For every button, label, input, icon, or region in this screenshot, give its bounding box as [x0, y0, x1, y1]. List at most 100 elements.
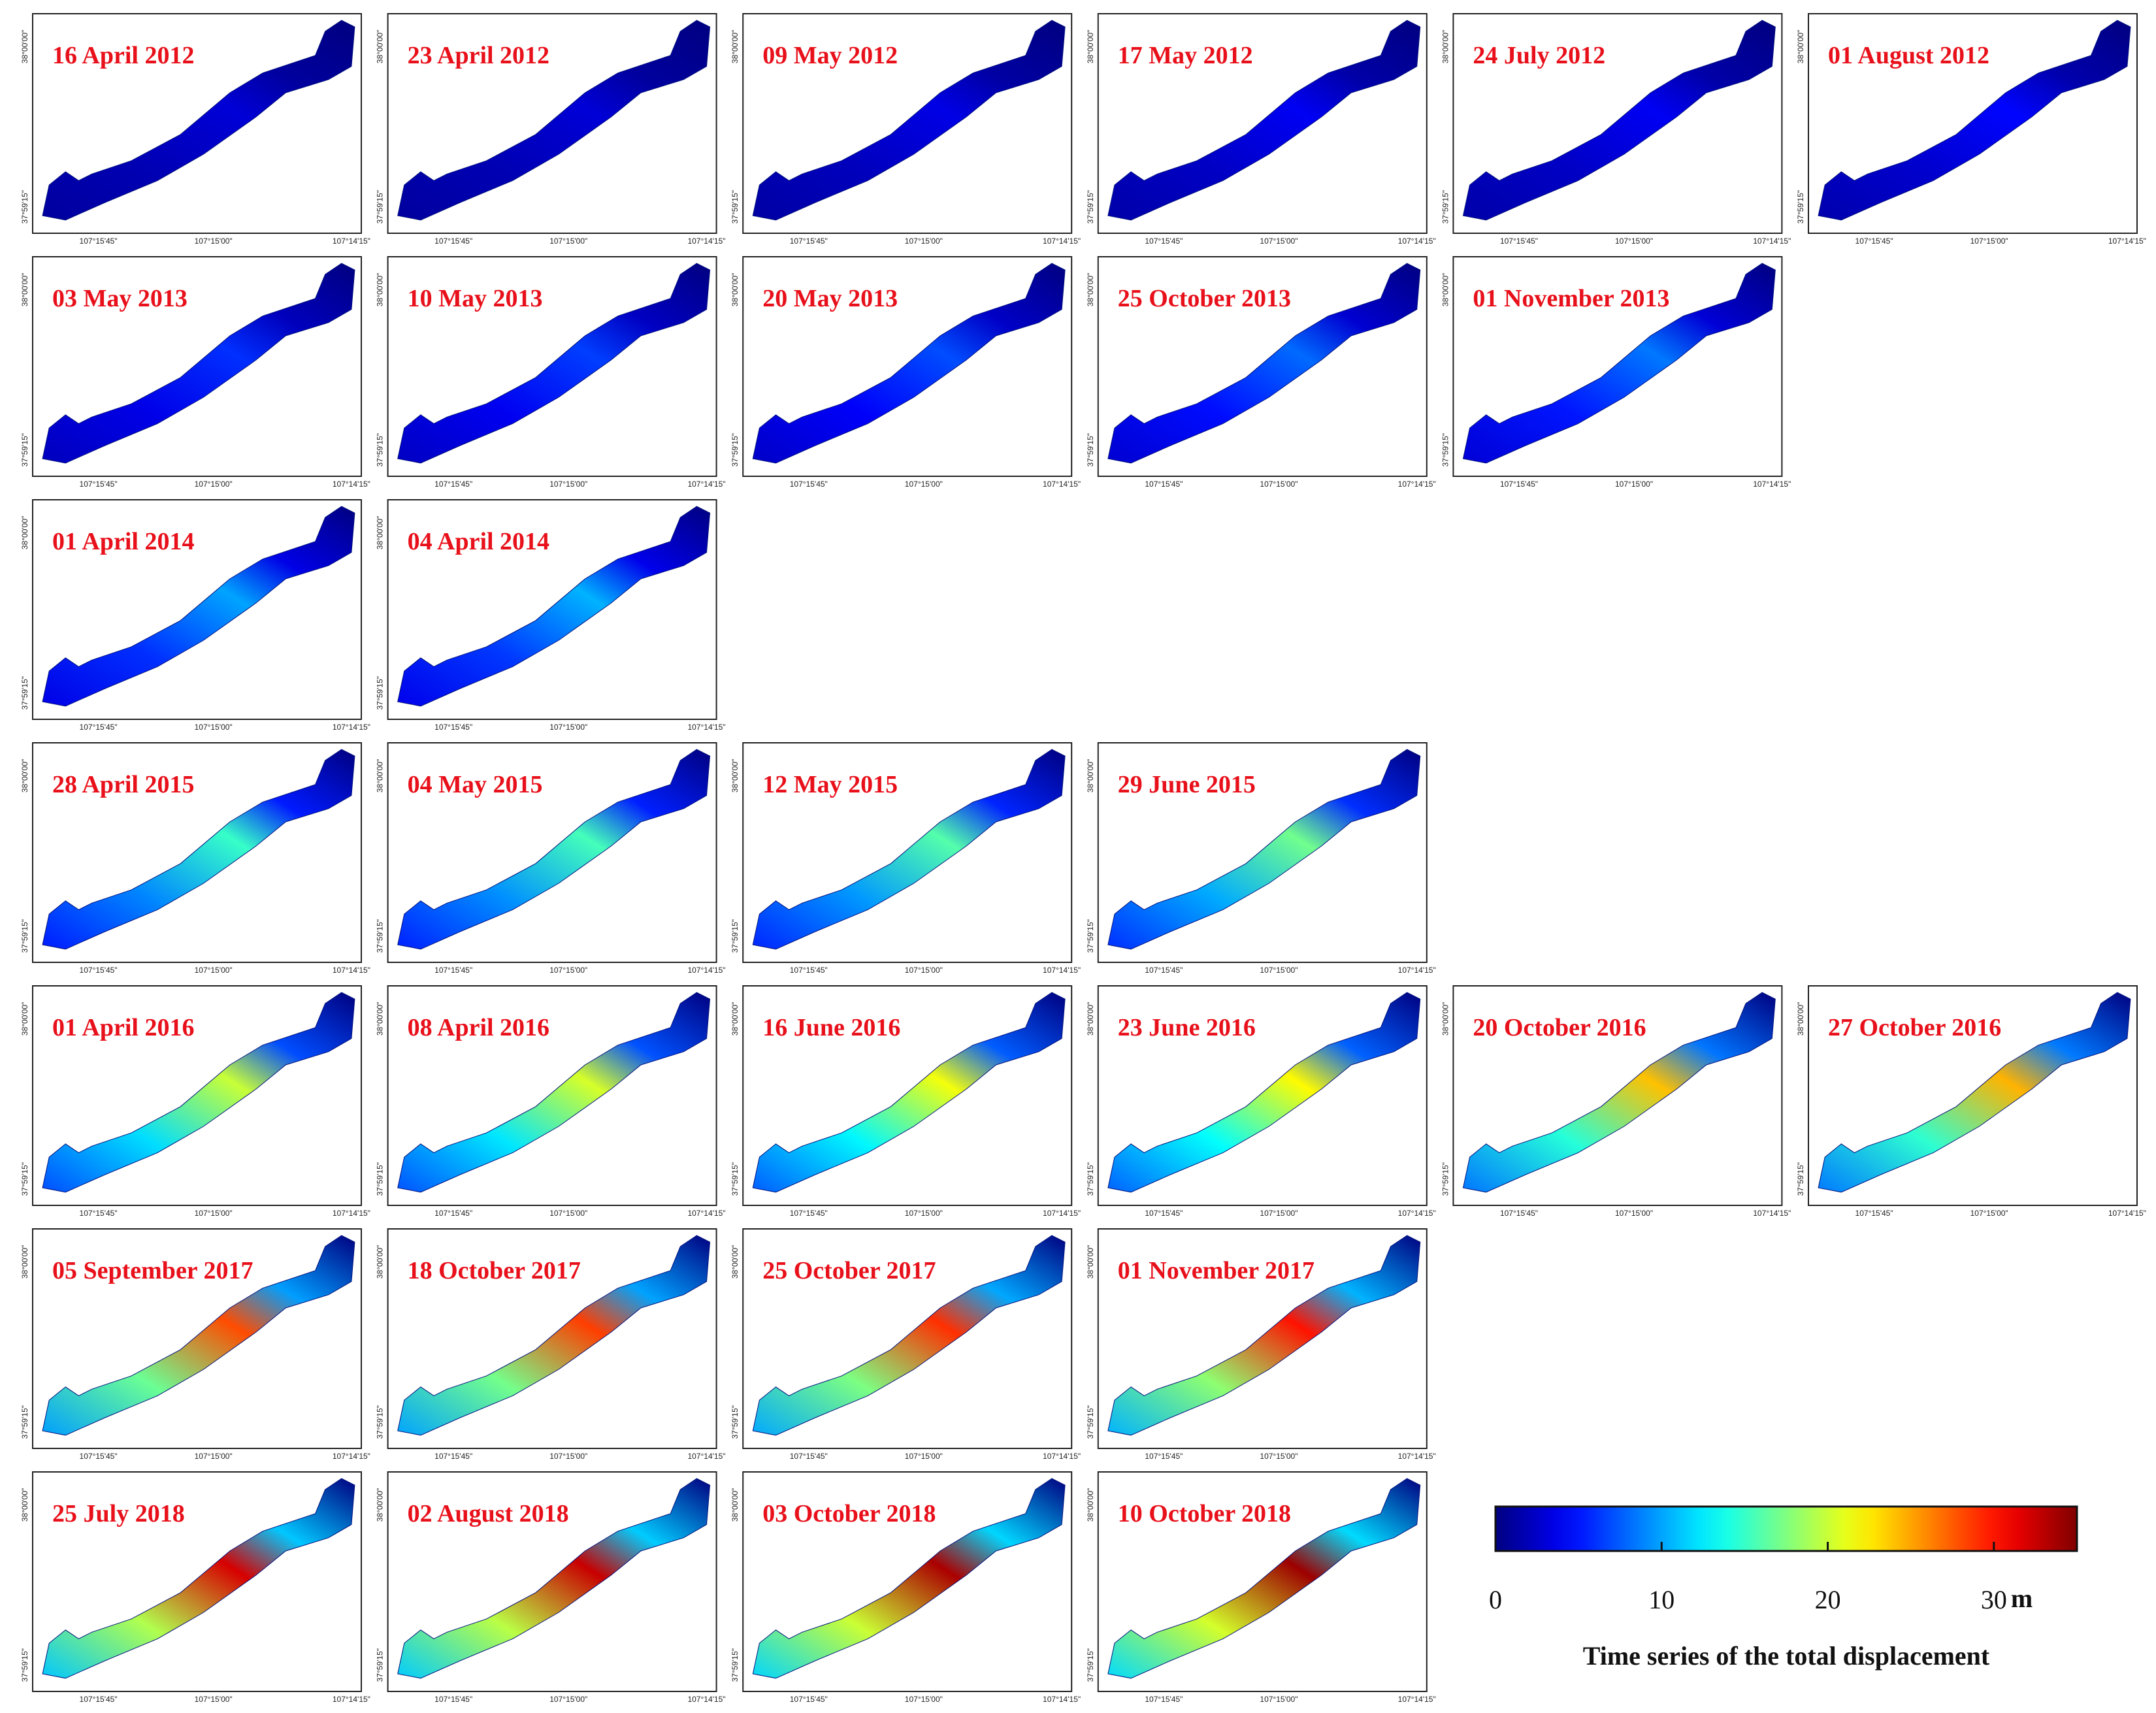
x-tick-label: 107°15'00"	[1970, 237, 2008, 246]
x-tick-label: 107°15'45"	[1145, 1695, 1183, 1704]
y-tick-label: 38°00'00"	[730, 1245, 740, 1279]
x-tick-label: 107°14'15"	[687, 1209, 725, 1218]
x-tick-label: 107°15'00"	[1260, 237, 1298, 246]
x-tick-label: 107°15'45"	[80, 1209, 118, 1218]
y-tick-label: 37°59'15"	[1086, 1405, 1095, 1439]
y-tick-label: 38°00'00"	[20, 1488, 29, 1522]
y-tick-label: 37°59'15"	[1441, 1162, 1450, 1196]
y-tick-label: 37°59'15"	[376, 1405, 385, 1439]
y-tick-label: 38°00'00"	[1086, 273, 1095, 306]
date-label: 01 April 2014	[52, 528, 194, 555]
x-tick-label: 107°15'45"	[1145, 480, 1183, 489]
map-panel: 23 April 2012 107°15'45" 107°15'00" 107°14'…	[376, 13, 726, 246]
x-tick-label: 107°14'15"	[1398, 1695, 1436, 1704]
displacement-area	[1107, 1478, 1421, 1679]
date-label: 01 August 2012	[1828, 42, 1989, 69]
x-tick-label: 107°15'00"	[1260, 1209, 1298, 1218]
x-tick-label: 107°14'15"	[687, 480, 725, 489]
x-tick-label: 107°15'45"	[790, 966, 828, 975]
displacement-area	[752, 992, 1066, 1193]
x-tick-label: 107°15'00"	[1970, 1209, 2008, 1218]
map-panel: 10 May 2013 107°15'45" 107°15'00" 107°14'15…	[376, 256, 726, 489]
colorbar-tick-label: 10	[1648, 1585, 1674, 1614]
date-label: 16 April 2012	[52, 42, 194, 69]
displacement-area	[42, 749, 355, 950]
colorbar-tick-label: 0	[1489, 1585, 1502, 1614]
displacement-area	[397, 1478, 711, 1679]
x-tick-label: 107°15'45"	[1145, 966, 1183, 975]
map-panel: 01 November 2017 107°15'45" 107°15'00" 107°…	[1086, 1228, 1436, 1461]
y-tick-label: 38°00'00"	[730, 30, 740, 63]
y-tick-label: 37°59'15"	[1441, 190, 1450, 223]
map-panel: 03 October 2018 107°15'45" 107°15'00" 107°1…	[730, 1471, 1081, 1704]
x-tick-label: 107°15'45"	[790, 480, 828, 489]
y-tick-label: 38°00'00"	[1796, 1002, 1805, 1036]
displacement-area	[42, 992, 355, 1193]
y-tick-label: 37°59'15"	[730, 190, 740, 223]
x-tick-label: 107°14'15"	[1398, 1452, 1436, 1461]
x-tick-label: 107°14'15"	[1043, 966, 1081, 975]
x-tick-label: 107°15'45"	[434, 480, 472, 489]
displacement-area	[42, 1235, 355, 1436]
y-tick-label: 38°00'00"	[730, 759, 740, 792]
y-tick-label: 38°00'00"	[376, 1002, 385, 1036]
displacement-area	[1818, 20, 2131, 221]
x-tick-label: 107°15'45"	[1500, 237, 1538, 246]
colorbar-tick-label: 30	[1981, 1585, 2007, 1614]
displacement-area	[1107, 1235, 1421, 1436]
date-label: 25 October 2017	[762, 1257, 936, 1284]
map-panel: 17 May 2012 107°15'45" 107°15'00" 107°14'15…	[1086, 13, 1436, 246]
map-panel: 10 October 2018 107°15'45" 107°15'00" 107°1…	[1086, 1471, 1436, 1704]
date-label: 04 April 2014	[408, 528, 549, 555]
x-tick-label: 107°14'15"	[1043, 1695, 1081, 1704]
map-panel: 20 October 2016 107°15'45" 107°15'00" 107°1…	[1441, 985, 1791, 1218]
x-tick-label: 107°14'15"	[333, 1695, 370, 1704]
y-tick-label: 38°00'00"	[20, 1002, 29, 1036]
y-tick-label: 37°59'15"	[730, 1648, 740, 1682]
x-tick-label: 107°14'15"	[2108, 1209, 2146, 1218]
y-tick-label: 38°00'00"	[376, 516, 385, 549]
y-tick-label: 37°59'15"	[1086, 1162, 1095, 1196]
map-panel: 01 August 2012 107°15'45" 107°15'00" 107°14…	[1796, 13, 2146, 246]
displacement-area	[397, 506, 711, 707]
x-tick-label: 107°14'15"	[1753, 1209, 1791, 1218]
map-panel: 28 April 2015 107°15'45" 107°15'00" 107°14'…	[20, 742, 370, 975]
x-tick-label: 107°14'15"	[1043, 237, 1081, 246]
x-tick-label: 107°14'15"	[1753, 237, 1791, 246]
x-tick-label: 107°14'15"	[333, 966, 370, 975]
displacement-area	[752, 20, 1066, 221]
x-tick-label: 107°15'45"	[790, 1209, 828, 1218]
date-label: 01 November 2013	[1473, 285, 1669, 312]
x-tick-label: 107°15'00"	[195, 1209, 233, 1218]
x-tick-label: 107°14'15"	[687, 966, 725, 975]
x-tick-label: 107°15'00"	[195, 1695, 233, 1704]
y-tick-label: 38°00'00"	[376, 1245, 385, 1279]
map-panel: 16 June 2016 107°15'45" 107°15'00" 107°14'1…	[730, 985, 1081, 1218]
displacement-area	[752, 749, 1066, 950]
x-tick-label: 107°15'45"	[1145, 237, 1183, 246]
x-tick-label: 107°15'45"	[80, 1452, 118, 1461]
displacement-area	[397, 992, 711, 1193]
x-tick-label: 107°15'00"	[549, 1695, 587, 1704]
x-tick-label: 107°15'00"	[905, 966, 943, 975]
x-tick-label: 107°15'00"	[549, 480, 587, 489]
y-tick-label: 38°00'00"	[20, 516, 29, 549]
date-label: 17 May 2012	[1118, 42, 1253, 69]
displacement-area	[752, 1478, 1066, 1679]
x-tick-label: 107°15'45"	[1500, 480, 1538, 489]
colorbar-unit: m	[2011, 1584, 2033, 1613]
map-panel: 25 October 2017 107°15'45" 107°15'00" 107°1…	[730, 1228, 1081, 1461]
x-tick-label: 107°15'00"	[1615, 1209, 1653, 1218]
map-panel: 02 August 2018 107°15'45" 107°15'00" 107°14…	[376, 1471, 726, 1704]
date-label: 29 June 2015	[1118, 771, 1256, 798]
y-tick-label: 37°59'15"	[376, 190, 385, 223]
x-tick-label: 107°15'45"	[80, 237, 118, 246]
y-tick-label: 37°59'15"	[1086, 1648, 1095, 1682]
x-tick-label: 107°15'45"	[80, 480, 118, 489]
x-tick-label: 107°15'00"	[1260, 1452, 1298, 1461]
map-panel: 01 April 2014 107°15'45" 107°15'00" 107°14'…	[20, 499, 370, 732]
x-tick-label: 107°14'15"	[333, 723, 370, 732]
map-panel: 01 April 2016 107°15'45" 107°15'00" 107°14'…	[20, 985, 370, 1218]
x-tick-label: 107°15'00"	[1260, 480, 1298, 489]
y-tick-label: 38°00'00"	[1441, 273, 1450, 306]
